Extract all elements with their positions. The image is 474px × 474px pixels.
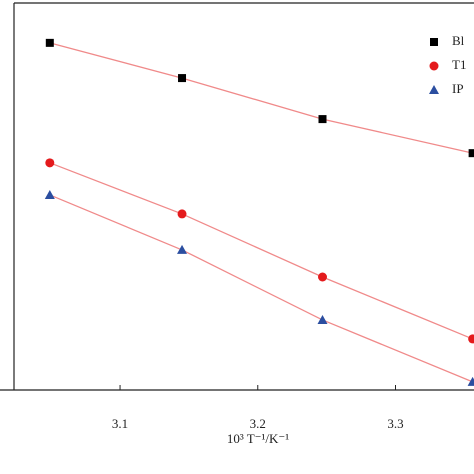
fit-line xyxy=(49,162,473,340)
fit-line xyxy=(49,42,473,154)
point xyxy=(318,272,328,282)
legend-marker xyxy=(430,38,438,46)
point xyxy=(44,189,55,199)
legend-marker xyxy=(429,85,439,94)
point xyxy=(468,334,474,344)
legend-marker xyxy=(429,61,439,71)
point xyxy=(317,314,328,324)
legend-label: T1 xyxy=(452,57,466,72)
point xyxy=(318,115,327,124)
legend-label: Bl xyxy=(452,33,465,48)
x-axis-label: 10³ T⁻¹/K⁻¹ xyxy=(227,431,289,446)
point xyxy=(177,209,187,219)
point xyxy=(45,158,55,168)
x-tick-label: 3.1 xyxy=(112,416,128,431)
legend-label: IP xyxy=(452,81,464,96)
point xyxy=(178,74,187,83)
point xyxy=(45,38,54,47)
x-tick-label: 3.3 xyxy=(387,416,403,431)
point xyxy=(467,376,474,386)
x-tick-label: 3.2 xyxy=(250,416,266,431)
point xyxy=(177,244,188,254)
point xyxy=(468,149,474,158)
fit-line xyxy=(49,194,473,383)
